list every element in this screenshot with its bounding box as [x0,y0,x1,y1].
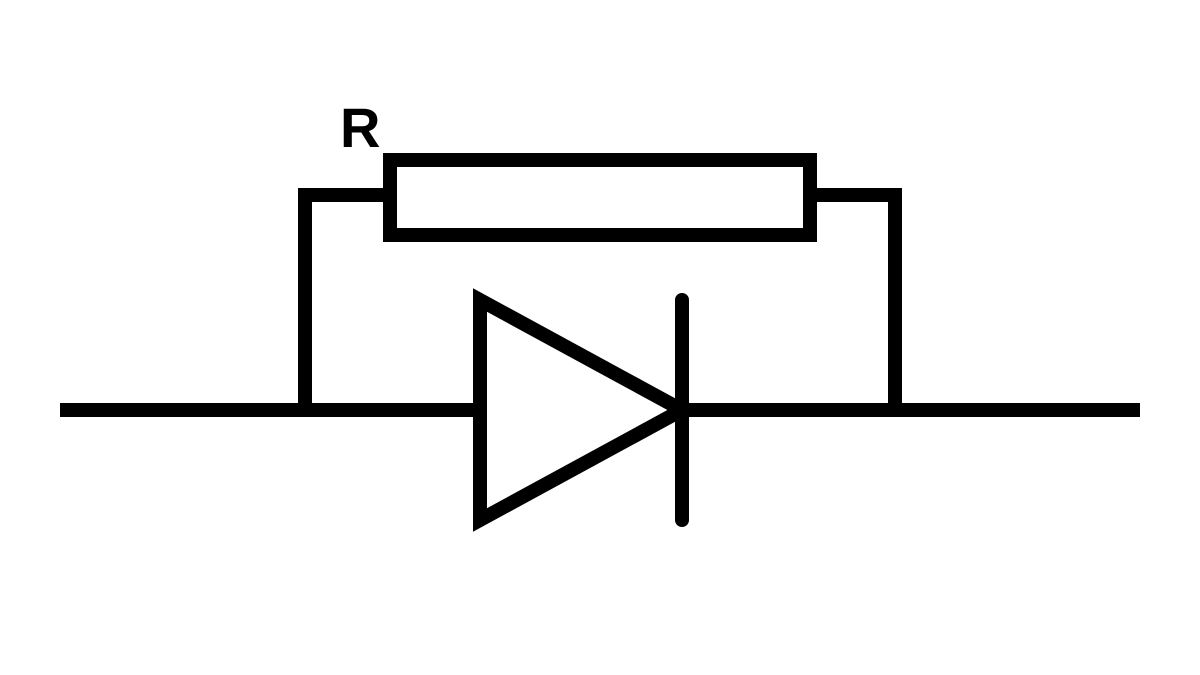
circuit-svg [0,0,1200,675]
resistor-label: R [340,95,380,160]
circuit-diagram: R [0,0,1200,675]
